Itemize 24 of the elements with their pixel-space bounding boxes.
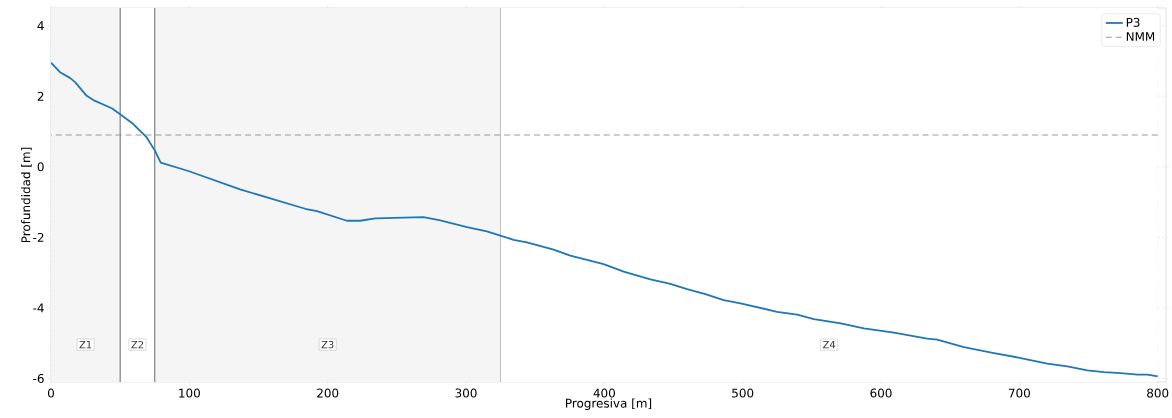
x-axis-title: Progresiva [m]: [566, 398, 652, 410]
x-tick-label: 200: [317, 388, 339, 398]
y-tick-label: -6: [33, 373, 44, 383]
x-tick-label: 500: [732, 388, 754, 398]
line-series: [51, 61, 1159, 378]
y-tick-label: 4: [37, 21, 44, 30]
band-label: Z4: [823, 340, 836, 349]
y-tick-label: 2: [37, 91, 44, 101]
x-tick-label: 300: [455, 388, 477, 398]
x-tick-label: 800: [1147, 388, 1169, 398]
y-tick-label: 0: [37, 162, 44, 172]
y-tick-label: -2: [33, 232, 44, 242]
x-tick-label: 700: [1008, 388, 1030, 398]
x-tick-label: 100: [179, 388, 200, 398]
legend-label: NMM: [1126, 32, 1155, 41]
y-axis-title: Profundidad [m]: [21, 147, 32, 243]
x-tick-label: 0: [47, 388, 55, 398]
x-tick-label: 600: [870, 388, 892, 398]
y-tick-label: -4: [33, 303, 44, 313]
x-tick-label: 400: [593, 388, 615, 398]
legend-label: P3: [1126, 17, 1140, 27]
band-label: Z1: [79, 340, 92, 349]
band-label: Z3: [321, 340, 334, 349]
band-label: Z2: [131, 340, 144, 349]
